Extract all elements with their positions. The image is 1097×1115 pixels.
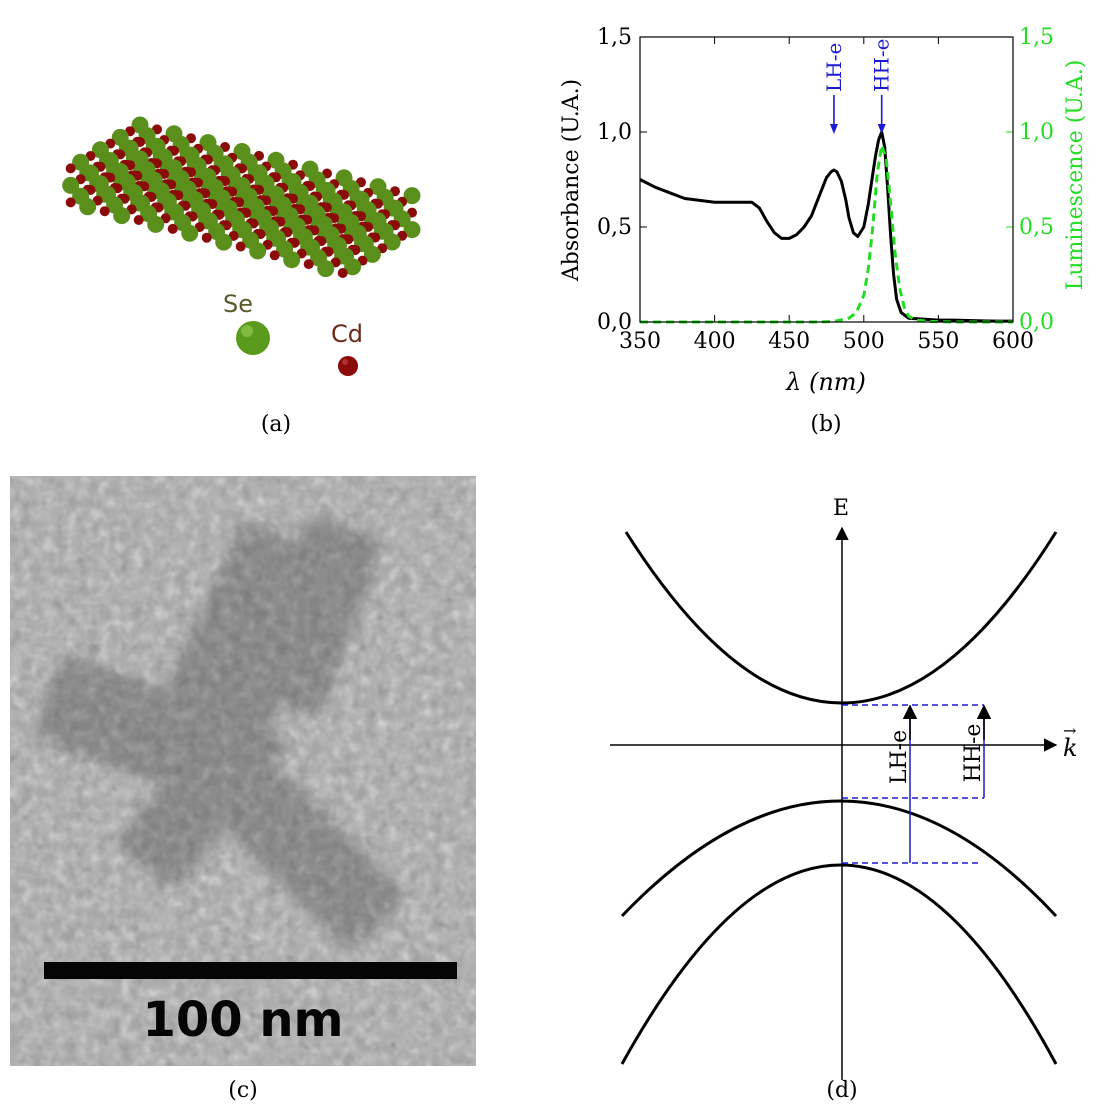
y-tick-label: 1,0 bbox=[597, 120, 632, 145]
lattice-atom bbox=[403, 187, 421, 205]
lattice-atom bbox=[181, 224, 199, 242]
annotation-arrow-icon bbox=[829, 124, 838, 134]
legend-se: Se bbox=[223, 290, 270, 355]
x-tick-label: 400 bbox=[694, 329, 736, 354]
caption-c: (c) bbox=[228, 1078, 258, 1103]
panel-d-band-diagram: E k → LH-e HH-e bbox=[610, 496, 1078, 1080]
caption-a: (a) bbox=[260, 412, 292, 437]
transition-hh-e-label: HH-e bbox=[961, 724, 986, 783]
lattice-atom bbox=[269, 250, 280, 261]
lattice-atom bbox=[79, 198, 97, 216]
scale-bar bbox=[44, 962, 457, 979]
lattice-atom bbox=[249, 242, 267, 260]
lattice-atom bbox=[215, 233, 233, 251]
lattice-atom bbox=[99, 206, 110, 217]
lattice-atom bbox=[283, 251, 301, 269]
legend-cd: Cd bbox=[331, 320, 363, 376]
lattice-atom bbox=[65, 163, 76, 174]
transition-lh-e-label: LH-e bbox=[887, 730, 912, 784]
lattice-atom bbox=[113, 207, 131, 225]
cdse-nanoplatelet-model bbox=[62, 116, 421, 278]
k-vector-arrow-icon: → bbox=[1063, 721, 1076, 740]
se-atom-icon bbox=[236, 321, 270, 355]
absorbance-series-line bbox=[639, 130, 1013, 323]
caption-d: (d) bbox=[826, 1078, 858, 1103]
heavy-hole-band bbox=[620, 799, 1058, 918]
x-tick-label: 600 bbox=[992, 329, 1034, 354]
legend-se-label: Se bbox=[223, 290, 253, 318]
luminescence-series-line bbox=[640, 143, 1013, 324]
lattice-atom bbox=[337, 268, 348, 278]
y2-tick-label: 0,0 bbox=[1019, 310, 1054, 335]
x-tick-label: 550 bbox=[917, 329, 959, 354]
plot-frame bbox=[639, 36, 1014, 323]
lattice-atom bbox=[201, 232, 212, 243]
y-tick-label: 0,0 bbox=[597, 310, 632, 335]
x-axis-label: λ (nm) bbox=[785, 368, 866, 396]
panel-b-spectra-chart: 350 400 450 500 550 6000,00,51,01,50,00,51,01… bbox=[559, 25, 1088, 396]
x-tick-label: 450 bbox=[768, 329, 810, 354]
lattice-atom bbox=[167, 223, 178, 234]
lattice-atom bbox=[235, 241, 246, 252]
y-axis-label: Absorbance (U.A.) bbox=[559, 79, 584, 282]
x-tick-label: 350 bbox=[619, 329, 661, 354]
annotation-label: HH-e bbox=[870, 39, 894, 92]
y2-tick-label: 1,5 bbox=[1019, 25, 1054, 50]
y2-tick-label: 1,0 bbox=[1019, 120, 1054, 145]
caption-b: (b) bbox=[810, 412, 842, 437]
lattice-atom bbox=[344, 258, 362, 276]
x-tick-label: 500 bbox=[843, 329, 885, 354]
y2-axis-label: Luminescence (U.A.) bbox=[1063, 60, 1088, 291]
lattice-atom bbox=[303, 259, 314, 270]
panel-a-crystal: Se Cd bbox=[62, 116, 421, 376]
light-hole-band bbox=[620, 863, 1058, 1065]
y2-tick-label: 0,5 bbox=[1019, 215, 1054, 240]
annotation-label: LH-e bbox=[822, 43, 846, 92]
conduction-band bbox=[624, 531, 1058, 705]
y-tick-label: 0,5 bbox=[597, 215, 632, 240]
lattice-atom bbox=[317, 260, 335, 278]
lattice-atom bbox=[403, 221, 421, 239]
lattice-atom bbox=[62, 176, 80, 194]
energy-axis-label: E bbox=[833, 496, 849, 521]
lattice-atom bbox=[147, 215, 165, 233]
scale-bar-label: 100 nm bbox=[142, 992, 344, 1048]
lattice-atom bbox=[65, 197, 76, 208]
lattice-atom bbox=[133, 215, 144, 225]
legend-cd-label: Cd bbox=[331, 320, 363, 348]
cd-atom-icon bbox=[338, 356, 358, 376]
k-axis-label: k bbox=[1063, 734, 1078, 762]
lattice-atom bbox=[363, 245, 381, 263]
y-tick-label: 1,5 bbox=[597, 25, 632, 50]
panel-c-tem-image bbox=[10, 476, 476, 1066]
lattice-atom bbox=[383, 233, 401, 251]
annotation-arrow-icon bbox=[877, 124, 886, 134]
